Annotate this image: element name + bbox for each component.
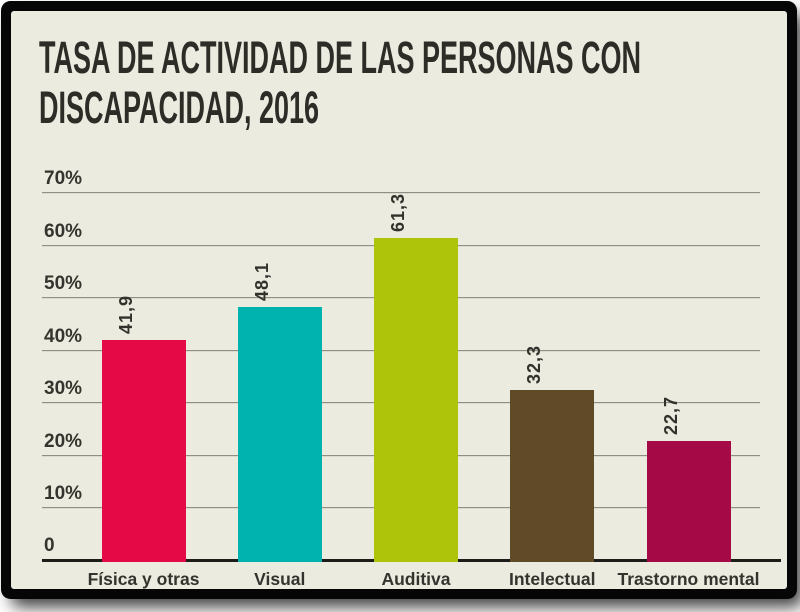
- gridline-70: [42, 192, 760, 193]
- y-axis-tick-label: 0: [44, 535, 55, 556]
- y-axis-tick-label: 70%: [44, 168, 83, 190]
- y-axis-tick-label: 60%: [44, 220, 83, 242]
- x-axis-category-label: Física y otras: [87, 569, 200, 589]
- bar-1: [101, 339, 186, 562]
- bar-value-label: 48,1: [251, 262, 272, 302]
- x-axis-category-label: Auditiva: [381, 569, 451, 589]
- bar-chart: 70% 60% 50% 40% 30% 20% 10% 0 41,9 Física y otras…: [11, 11, 787, 589]
- bar-2: [237, 307, 322, 562]
- chart-poster: TASA DE ACTIVIDAD DE LAS PERSONAS CON DI…: [11, 11, 787, 589]
- x-axis-category-label: Intelectual: [508, 569, 596, 589]
- bar-value-label: 32,3: [524, 345, 545, 385]
- y-axis-tick-label: 10%: [44, 483, 83, 505]
- chart-title: TASA DE ACTIVIDAD DE LAS PERSONAS CON DI…: [39, 33, 641, 133]
- y-axis-tick-label: 30%: [44, 378, 83, 400]
- y-axis-tick-label: 40%: [44, 325, 83, 347]
- bar-value-label: 22,7: [660, 395, 681, 435]
- y-axis-tick-label: 50%: [44, 273, 83, 295]
- x-axis-category-label: Trastorno mental: [617, 569, 760, 589]
- x-axis-category-label: Visual: [254, 569, 306, 589]
- y-axis-tick-label: 20%: [44, 430, 83, 452]
- bar-value-label: 61,3: [388, 192, 408, 232]
- chart-title-line-1: TASA DE ACTIVIDAD DE LAS PERSONAS CON: [39, 32, 642, 83]
- chart-title-line-2: DISCAPACIDAD, 2016: [39, 82, 320, 133]
- bar-4: [510, 390, 595, 562]
- bar-3: [374, 237, 458, 562]
- bar-value-label: 41,9: [115, 294, 136, 334]
- bar-5: [646, 440, 731, 562]
